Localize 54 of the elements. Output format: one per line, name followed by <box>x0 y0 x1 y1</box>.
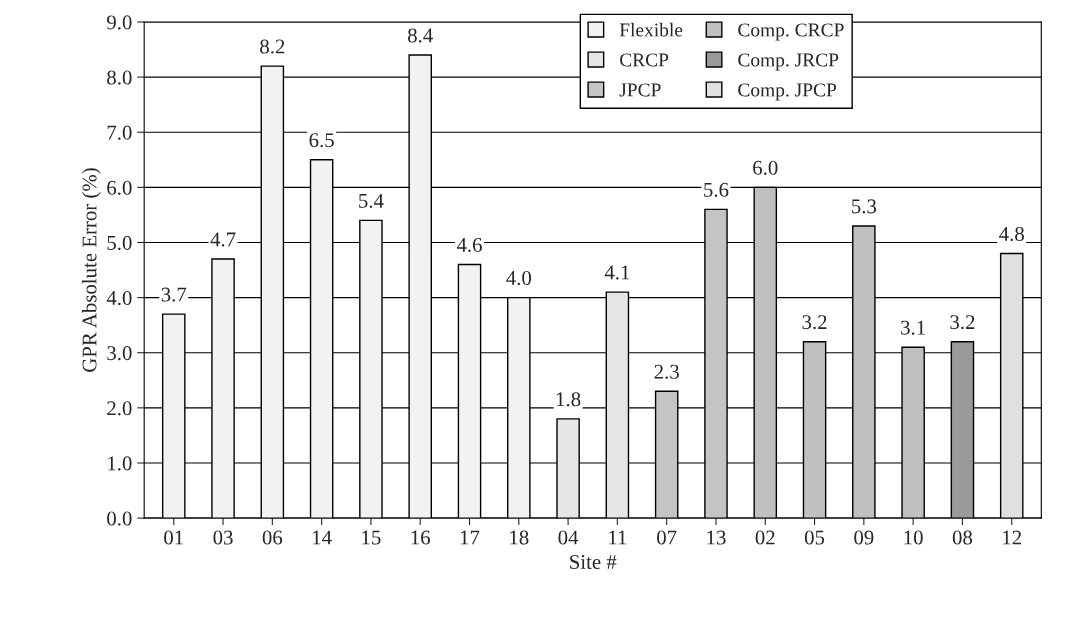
x-tick-label: 12 <box>1003 530 1021 545</box>
y-tick-label: 4.0 <box>106 290 132 306</box>
y-tick-label: 8.0 <box>107 70 132 85</box>
x-tick-label: 08 <box>952 530 973 545</box>
x-tick-label: 05 <box>804 530 825 545</box>
data-label: 8.4 <box>407 28 433 43</box>
legend-label: CRCP <box>620 53 669 67</box>
legend-label: Comp. JPCP <box>738 83 837 101</box>
x-tick-label: 15 <box>362 530 381 545</box>
legend-label: Comp. CRCP <box>738 23 844 41</box>
x-tick-label: 09 <box>854 530 874 545</box>
x-tick-label: 11 <box>609 530 627 545</box>
x-tick-label: 10 <box>904 530 923 545</box>
x-axis-title: Site # <box>570 555 617 570</box>
data-label: 4.7 <box>210 232 236 247</box>
data-label: 2.3 <box>654 364 679 379</box>
y-tick-label: 5.0 <box>107 235 132 250</box>
data-label: 3.1 <box>901 320 925 335</box>
y-tick-label: 1.0 <box>108 456 132 471</box>
y-tick-label: 9.0 <box>107 15 132 30</box>
y-axis-title: GPR Absolute Error (%) <box>81 168 101 372</box>
data-label: 6.5 <box>309 133 334 148</box>
x-tick-label: 13 <box>707 530 726 545</box>
x-tick-label: 16 <box>411 530 431 545</box>
y-tick-label: 3.0 <box>107 346 132 361</box>
data-label: 4.0 <box>506 270 532 286</box>
data-label: 3.2 <box>802 315 827 330</box>
x-tick-label: 18 <box>510 530 529 545</box>
legend-label: JPCP <box>619 83 661 97</box>
x-tick-label: 07 <box>657 530 677 545</box>
x-tick-label: 04 <box>558 530 579 545</box>
x-tick-label: 06 <box>262 530 283 545</box>
data-label: 4.6 <box>456 237 482 253</box>
data-label: 5.6 <box>704 182 729 197</box>
legend-label: Comp. JRCP <box>738 53 839 71</box>
data-label: 6.0 <box>753 160 778 175</box>
x-tick-label: 02 <box>755 530 775 545</box>
data-label: 4.1 <box>604 265 630 280</box>
x-tick-label: 01 <box>164 530 183 545</box>
y-tick-label: 6.0 <box>107 180 132 195</box>
y-tick-label: 0.0 <box>107 511 132 526</box>
x-tick-label: 14 <box>313 530 332 545</box>
data-label: 5.3 <box>852 199 877 214</box>
data-label: 4.8 <box>999 226 1024 242</box>
data-label: 5.4 <box>359 193 384 208</box>
data-label: 3.7 <box>161 287 187 302</box>
legend-label: Flexible <box>619 22 683 37</box>
y-tick-label: 7.0 <box>107 125 132 140</box>
data-label: 8.2 <box>260 39 285 54</box>
y-tick-label: 2.0 <box>107 401 132 416</box>
x-tick-label: 03 <box>213 530 233 545</box>
x-tick-label: 17 <box>460 530 480 545</box>
data-label: 1.8 <box>556 392 581 407</box>
data-label: 3.2 <box>950 315 975 330</box>
